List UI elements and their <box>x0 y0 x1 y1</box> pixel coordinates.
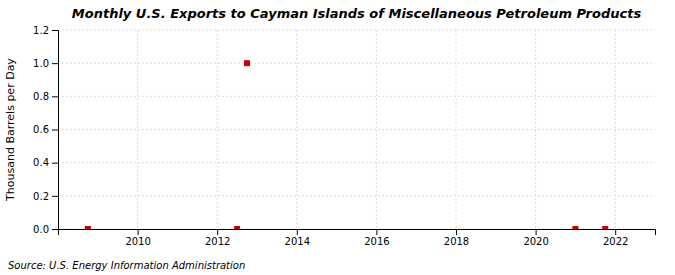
tick: 0.2 <box>33 191 58 202</box>
grid-line <box>296 30 297 229</box>
tick-mark <box>52 229 58 230</box>
grid-line <box>137 30 138 229</box>
grid-line <box>58 30 655 31</box>
point <box>234 226 240 229</box>
point <box>572 226 578 229</box>
tick-mark <box>138 229 139 235</box>
points <box>85 60 608 229</box>
tick-label: 0.8 <box>33 91 49 102</box>
tick-mark <box>52 96 58 97</box>
tick-label: 2016 <box>364 236 389 247</box>
tick-mark <box>297 229 298 235</box>
grid-line <box>217 30 218 229</box>
point <box>244 60 250 66</box>
tick: 2022 <box>603 229 628 247</box>
tick-mark <box>52 63 58 64</box>
axis-line <box>52 31 59 230</box>
grid-line <box>58 63 655 64</box>
tick: 2016 <box>364 229 389 247</box>
grid <box>58 30 655 229</box>
tick: 0.6 <box>33 124 58 135</box>
tick-label: 2018 <box>444 236 469 247</box>
tick: 2010 <box>125 229 150 247</box>
grid-line <box>58 195 655 196</box>
tick-mark <box>615 229 616 235</box>
tick: 2018 <box>444 229 469 247</box>
tick: 2012 <box>205 229 230 247</box>
point <box>602 226 608 229</box>
tick-label: 2014 <box>285 236 310 247</box>
point <box>85 226 91 229</box>
tick-label: 1.0 <box>33 58 49 69</box>
tick-label: 2012 <box>205 236 230 247</box>
tick-mark <box>536 229 537 235</box>
tick: 1.2 <box>33 25 58 36</box>
tick: 0.4 <box>33 157 58 168</box>
grid-line <box>58 129 655 130</box>
chart: 2010 2012 2014 2016 2018 2020 2022 0.0 0.2 0.4 0.6… <box>0 0 675 275</box>
tick-label: 1.2 <box>33 25 49 36</box>
tick-label: 0.0 <box>33 224 49 235</box>
axis-line <box>59 230 656 236</box>
tick-label: 0.2 <box>33 191 49 202</box>
tick-mark <box>217 229 218 235</box>
grid-line <box>456 30 457 229</box>
tick: 1.0 <box>33 58 58 69</box>
tick-mark <box>52 163 58 164</box>
grid-line <box>615 30 616 229</box>
tick-mark <box>52 30 58 31</box>
tick-label: 0.4 <box>33 157 49 168</box>
y-axis: 0.0 0.2 0.4 0.6 0.8 1.0 1.2 <box>33 25 58 235</box>
grid-line <box>58 96 655 97</box>
plot: 2010 2012 2014 2016 2018 2020 2022 0.0 0.2 0.4 0.6… <box>33 25 655 247</box>
tick-mark <box>52 196 58 197</box>
tick: 2014 <box>285 229 310 247</box>
tick: 2020 <box>523 229 548 247</box>
grid-line <box>376 30 377 229</box>
tick: 0.8 <box>33 91 58 102</box>
tick-mark <box>376 229 377 235</box>
tick-label: 2022 <box>603 236 628 247</box>
tick-label: 2010 <box>125 236 150 247</box>
grid-line <box>58 162 655 163</box>
tick-mark <box>456 229 457 235</box>
x-axis: 2010 2012 2014 2016 2018 2020 2022 <box>59 229 656 247</box>
source: Source: U.S. Energy Information Administ… <box>8 260 245 271</box>
tick-label: 2020 <box>523 236 548 247</box>
title: Monthly U.S. Exports to Cayman Islands o… <box>72 6 642 21</box>
tick-mark <box>52 130 58 131</box>
y-axis-title: Thousand Barrels per Day <box>4 58 17 202</box>
tick: 0.0 <box>33 224 58 235</box>
grid-line <box>535 30 536 229</box>
tick-label: 0.6 <box>33 124 49 135</box>
